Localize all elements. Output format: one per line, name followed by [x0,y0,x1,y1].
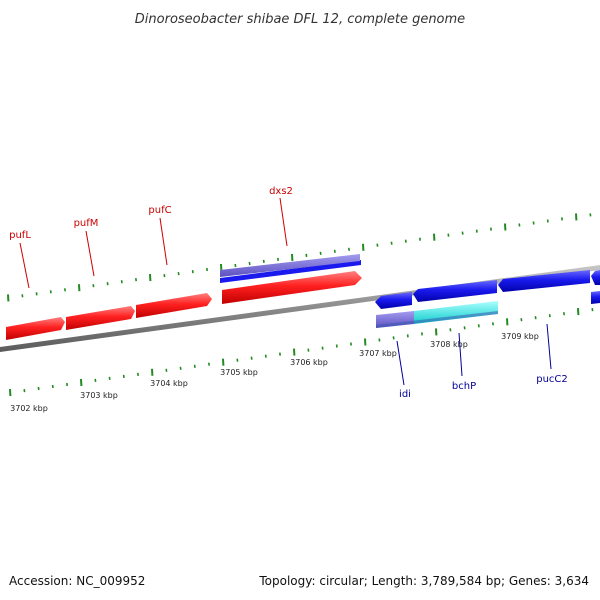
gene-leader-bchP [458,332,463,377]
gene-arrow-bchP [413,280,497,302]
gene-arrow-offscreen-lower [591,291,600,304]
gene-label-dxs2: dxs2 [269,186,293,197]
reverse-strand-genes [375,270,600,309]
kbp-label-3706: 3706 kbp [290,358,328,367]
upper-tick-ruler [7,213,592,302]
gene-arrow-pucC2 [498,270,590,292]
kbp-scale-labels: 3702 kbp 3703 kbp 3704 kbp 3705 kbp 3706… [10,332,539,413]
lower-tick-ruler [9,307,594,397]
kbp-label-3708: 3708 kbp [430,340,468,349]
gene-arrow-offscreen [591,270,600,285]
gene-label-pufL: pufL [9,230,31,241]
gene-arrow-dxs2 [222,271,362,304]
kbp-label-3704: 3704 kbp [150,379,188,388]
gene-leader-pufC [159,217,168,266]
gene-arrow-idi [375,292,412,309]
gene-label-pucC2: pucC2 [536,374,568,385]
gene-arrow-pufL [6,317,65,340]
genome-summary-text: Topology: circular; Length: 3,789,584 bp… [258,574,589,588]
kbp-label-3709: 3709 kbp [501,332,539,341]
kbp-label-3703: 3703 kbp [80,391,118,400]
map-title: Dinoroseobacter shibae DFL 12, complete … [135,12,465,27]
kbp-label-3707: 3707 kbp [359,349,397,358]
annotation-bar-purple [220,254,360,277]
gene-label-pufM: pufM [74,218,99,229]
gene-arrow-pufM [66,306,135,330]
gene-label-bchP: bchP [452,381,476,392]
kbp-label-3702: 3702 kbp [10,404,48,413]
gene-label-idi: idi [399,389,411,400]
gene-leader-dxs2 [279,197,288,247]
gene-leader-pucC2 [546,323,552,370]
gene-leader-idi [396,340,405,386]
gene-arrow-pufC [136,293,212,318]
forward-gene-labels: pufL pufM pufC dxs2 [9,186,293,289]
gene-leader-pufM [85,230,95,277]
gene-leader-pufL [19,242,30,289]
reverse-gene-labels: idi bchP pucC2 [396,323,568,400]
gene-label-pufC: pufC [148,205,171,216]
annotation-bar-blue [220,260,361,283]
accession-text: Accession: NC_009952 [9,574,145,588]
forward-strand-genes [6,271,362,340]
kbp-label-3705: 3705 kbp [220,368,258,377]
annotation-bar-cyan-edge [376,311,498,328]
